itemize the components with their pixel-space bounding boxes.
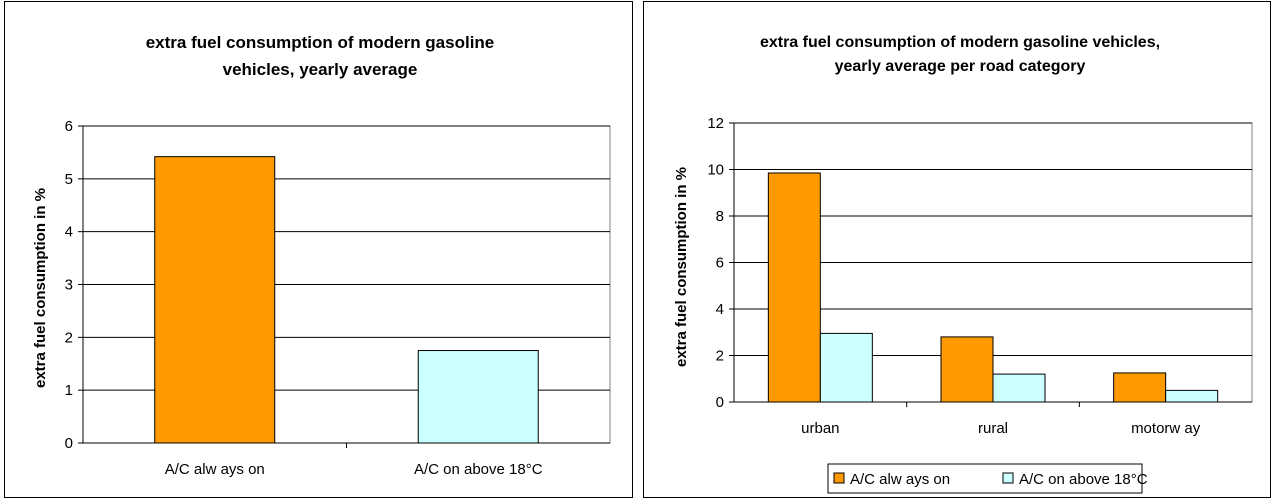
chart-right-title-line-1: extra fuel consumption of modern gasolin… [760,34,1160,51]
chart-right-title-line-2: yearly average per road category [835,58,1086,75]
chart-right-bar [1113,372,1167,403]
chart-left-category-label: A/C alw ays on [165,461,265,478]
chart-left-y-tick-label: 6 [65,118,73,135]
legend-swatch [1002,472,1014,484]
legend-label: A/C alw ays on [850,471,950,488]
chart-panel-left: extra fuel consumption of modern gasolin… [4,1,633,498]
chart-right-y-tick-label: 10 [707,162,724,179]
chart-left-title-line-2: vehicles, yearly average [223,60,418,79]
chart-right-y-tick-label: 12 [707,115,724,132]
chart-right-bar [992,373,1046,403]
chart-left-category-label: A/C on above 18°C [414,461,543,478]
chart-right-category-label: urban [801,420,839,437]
chart-right-bar [1165,389,1219,403]
chart-right-y-tick-label: 2 [716,348,724,365]
chart-left-y-axis-label: extra fuel consumption in % [32,188,49,388]
chart-right-y-axis-label: extra fuel consumption in % [673,167,690,367]
chart-left-bar [417,350,539,444]
chart-left-bar [154,156,276,444]
chart-right-category-label: rural [978,420,1008,437]
chart-right-y-tick-label: 0 [716,394,724,411]
chart-left-title-line-1: extra fuel consumption of modern gasolin… [146,33,495,52]
chart-left-y-tick-label: 1 [65,382,73,399]
chart-left-y-tick-label: 4 [65,224,73,241]
chart-right-y-tick-label: 6 [716,255,724,272]
chart-right-legend: A/C alw ays on A/C on above 18°C [827,463,1148,494]
legend-box [827,463,1143,494]
chart-right-bar [940,336,994,403]
legend-swatch [833,472,845,484]
chart-left-y-tick-label: 2 [65,329,73,346]
chart-right-y-tick-label: 4 [716,301,724,318]
legend-label: A/C on above 18°C [1019,471,1148,488]
chart-panel-right: extra fuel consumption of modern gasolin… [643,1,1271,498]
chart-left-y-tick-label: 0 [65,435,73,452]
chart-right-bar [767,172,821,403]
chart-right-y-tick-label: 8 [716,208,724,225]
chart-right-svg: extra fuel consumption of modern gasolin… [673,34,1253,494]
chart-right-category-label: motorw ay [1131,420,1201,437]
chart-left-svg: extra fuel consumption of modern gasolin… [32,33,611,478]
chart-right-bar [819,332,873,403]
chart-left-y-tick-label: 3 [65,277,73,294]
chart-left-y-tick-label: 5 [65,171,73,188]
